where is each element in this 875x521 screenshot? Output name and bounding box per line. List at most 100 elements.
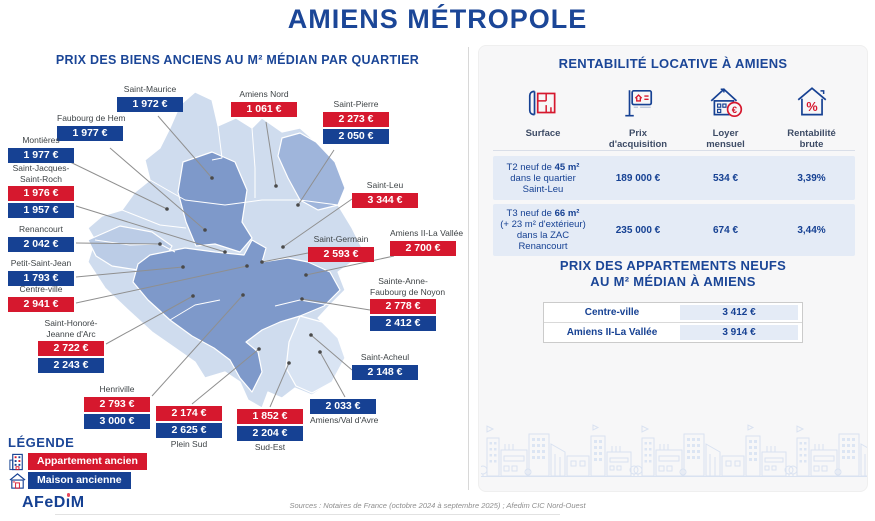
- quartier-label-block: Montières 1 977 €: [8, 135, 74, 165]
- column-label: Rentabilité brute: [787, 128, 836, 150]
- leader-dot: [181, 265, 185, 269]
- quartier-name: Saint-Maurice: [123, 84, 177, 94]
- price-badge-maison: 1 977 €: [57, 125, 123, 141]
- quartier-name: Amiens/Val d'Avre: [310, 415, 379, 425]
- map-region: [132, 239, 341, 393]
- neuf-table: Centre-ville 3 412 € Amiens II-La Vallée 3 …: [543, 302, 803, 343]
- quartier-label-block: Saint-Acheul 2 148 €: [352, 352, 418, 382]
- column-header: Prix d'acquisition: [593, 82, 683, 150]
- column-label: Loyer mensuel: [706, 128, 745, 150]
- leader-line: [269, 362, 290, 408]
- leader-line: [305, 255, 395, 276]
- leader-line: [157, 115, 213, 179]
- leader-dot: [296, 203, 300, 207]
- quartier-label-block: Saint-Maurice 1 972 €: [117, 84, 183, 114]
- price-badge-maison: 2 412 €: [370, 316, 436, 331]
- price-badge-appartement: 2 722 €: [38, 341, 104, 356]
- map-boundary: [94, 239, 176, 253]
- leader-line: [65, 159, 168, 210]
- price-badge-maison: 2 243 €: [38, 358, 104, 373]
- header-divider: [493, 150, 855, 151]
- leader-dot: [165, 207, 169, 211]
- map-boundary: [149, 179, 339, 206]
- leader-line: [301, 298, 371, 311]
- row-renta: 3,44%: [797, 224, 826, 236]
- row-renta: 3,39%: [797, 172, 826, 184]
- price-badge-maison: 1 793 €: [8, 270, 74, 286]
- amiens-quartiers-map: [87, 91, 363, 409]
- rentability-row: T3 neuf de 66 m² (+ 23 m² d'extérieur) dan…: [493, 204, 855, 256]
- neuf-title-line2: AU M² MÉDIAN À AMIENS: [590, 274, 756, 289]
- leader-line: [75, 205, 226, 253]
- leader-line: [297, 149, 335, 206]
- price-badge-maison: 2 042 €: [8, 236, 74, 252]
- neuf-title: PRIX DES APPARTEMENTS NEUFS AU M² MÉDIAN…: [479, 258, 867, 290]
- leader-line: [151, 294, 244, 397]
- quartier-label-block: Sainte-Anne- Faubourg de Noyon 2 778 € 2 41…: [370, 276, 446, 333]
- neuf-title-line1: PRIX DES APPARTEMENTS NEUFS: [559, 258, 787, 273]
- price-badge-appartement: 1 061 €: [231, 101, 297, 117]
- price-badge-maison: 1 957 €: [8, 203, 74, 218]
- city-skyline-illustration: [481, 424, 867, 477]
- map-region: [285, 315, 346, 394]
- leader-line: [191, 348, 260, 405]
- price-badge-maison: 1 972 €: [117, 96, 183, 112]
- rent-house-icon: €: [683, 82, 768, 124]
- quartier-label-block: 1 852 € 2 204 € Sud-Est: [237, 407, 303, 454]
- price-badge-appartement: 2 174 €: [156, 406, 222, 421]
- price-badge-maison: 2 148 €: [352, 364, 418, 380]
- leader-line: [75, 266, 184, 278]
- leader-dot: [309, 333, 313, 337]
- map-boundary: [274, 299, 331, 307]
- floorplan-icon: [493, 82, 593, 124]
- quartier-label-block: Centre-ville 2 941 €: [8, 284, 74, 314]
- price-badge-appartement: 2 273 €: [323, 111, 389, 127]
- leader-line: [75, 265, 248, 304]
- quartier-name: Faubourg de Noyon: [370, 286, 446, 297]
- quartier-name: Montières: [22, 135, 60, 145]
- quartier-name: Petit-Saint-Jean: [10, 258, 72, 268]
- leader-line: [310, 334, 353, 371]
- neuf-row: Amiens II-La Vallée 3 914 €: [544, 322, 802, 342]
- price-badge-maison: 2 625 €: [156, 423, 222, 438]
- map-boundary: [251, 127, 256, 198]
- map-boundary: [211, 125, 223, 161]
- price-badge-appartement: 2 793 €: [84, 396, 150, 412]
- price-badge-appartement: 1 976 €: [8, 186, 74, 201]
- quartier-label-block: Petit-Saint-Jean 1 793 €: [8, 258, 74, 288]
- svg-text:%: %: [806, 100, 817, 114]
- rentability-panel: RENTABILITÉ LOCATIVE À AMIENS Surface Pri…: [478, 45, 868, 492]
- apartment-building-icon: [6, 452, 28, 472]
- quartier-name: Sud-Est: [254, 442, 286, 452]
- map-region: [177, 151, 253, 253]
- leader-dot: [191, 294, 195, 298]
- legend-items: Appartement ancien Maison ancienne: [6, 452, 147, 490]
- quartier-name: Amiens II-La Vallée: [390, 228, 464, 238]
- leader-dot: [203, 228, 207, 232]
- quartier-label-block: Henriville 2 793 €3 000 €: [84, 384, 150, 431]
- price-badge-maison: 3 000 €: [84, 413, 150, 429]
- map-boundary: [121, 209, 187, 229]
- legend-item: Maison ancienne: [6, 471, 147, 490]
- quartier-name: Saint-Roch: [19, 173, 63, 184]
- quartier-label-block: Faubourg de Hem 1 977 €: [57, 113, 126, 143]
- quartier-label-block: Saint-Leu 3 344 €: [352, 180, 418, 210]
- leader-dot: [158, 242, 162, 246]
- quartier-name: Centre-ville: [19, 284, 63, 294]
- price-badge-appartement: 2 941 €: [8, 296, 74, 312]
- quartier-label-block: Amiens II-La Vallée 2 700 €: [390, 228, 464, 258]
- leader-dot: [318, 350, 322, 354]
- afedim-logo: AFeDı M: [22, 493, 85, 511]
- quartier-name: Jeanne d'Arc: [46, 328, 96, 339]
- price-badge-appartement: 2 778 €: [370, 299, 436, 314]
- price-badge-appartement: 2 700 €: [390, 240, 456, 256]
- neuf-price: 3 412 €: [680, 305, 798, 320]
- leader-dot: [260, 260, 264, 264]
- column-label: Surface: [525, 128, 561, 139]
- quartier-name: Sainte-Anne-: [378, 276, 428, 286]
- quartier-name: Saint-Germain: [313, 234, 369, 244]
- legend-label: Maison ancienne: [28, 472, 131, 489]
- quartier-name: Henriville: [99, 384, 135, 394]
- neuf-row: Centre-ville 3 412 €: [544, 303, 802, 322]
- column-header: € Loyer mensuel: [683, 82, 768, 150]
